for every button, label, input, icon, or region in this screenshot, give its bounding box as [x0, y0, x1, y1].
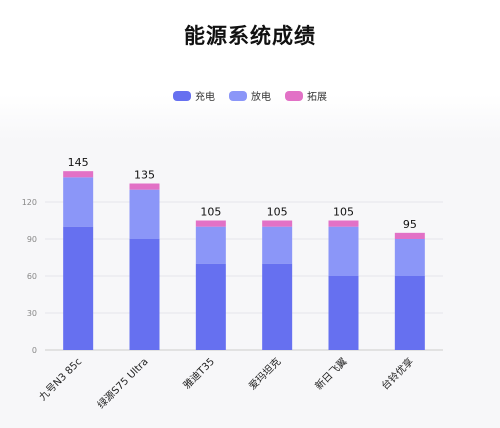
bar-1-4 [262, 263, 293, 350]
legend-swatch-charge [173, 90, 191, 101]
legend-label-extension: 拓展 [307, 92, 327, 103]
bar-1-3 [195, 263, 226, 350]
chart-title: 能源系统成绩 [184, 24, 316, 48]
bar-2-1 [63, 177, 94, 227]
bar-1-2 [129, 239, 160, 350]
total-label-3: 105 [200, 206, 221, 219]
bar-3-2 [129, 183, 160, 190]
x-tick-label-3: 雅迪T35 [180, 355, 217, 392]
legend-swatch-extension [285, 90, 303, 101]
total-label-1: 145 [68, 156, 89, 169]
total-label-5: 105 [333, 206, 354, 219]
x-tick-label-1: 九号N3 85c [37, 356, 85, 404]
y-tick-label-0: 0 [32, 346, 37, 355]
bar-3-5 [328, 220, 359, 227]
legend-item-charge[interactable]: 充电 [173, 88, 215, 103]
bar-2-2 [129, 189, 160, 239]
legend-label-charge: 充电 [195, 92, 215, 103]
legend-swatch-discharge [229, 90, 247, 101]
x-tick-label-5: 新日飞翼 [312, 355, 349, 392]
total-label-2: 135 [134, 169, 155, 182]
x-tick-label-2: 绿源S75 Ultra [94, 355, 150, 411]
legend-item-discharge[interactable]: 放电 [229, 88, 271, 103]
bar-1-6 [394, 276, 425, 350]
x-tick-label-4: 爱玛坦克 [246, 355, 283, 392]
bar-1-5 [328, 276, 359, 350]
legend-label-discharge: 放电 [251, 92, 271, 103]
y-tick-label-60: 60 [27, 272, 37, 281]
y-tick-label-90: 90 [27, 235, 37, 244]
legend-item-extension[interactable]: 拓展 [285, 88, 327, 103]
bar-1-1 [63, 226, 94, 350]
bar-2-4 [262, 226, 293, 264]
bar-3-1 [63, 171, 94, 178]
chart-legend: 充电 放电 拓展 [0, 88, 500, 103]
bar-2-6 [394, 239, 425, 276]
x-tick-label-6: 台铃优享 [378, 355, 415, 392]
bar-3-6 [394, 232, 425, 239]
bar-2-5 [328, 226, 359, 276]
y-tick-label-120: 120 [22, 198, 37, 207]
bar-3-3 [195, 220, 226, 227]
bar-3-4 [262, 220, 293, 227]
bar-2-3 [195, 226, 226, 264]
y-tick-label-30: 30 [27, 309, 37, 318]
total-label-6: 95 [403, 218, 417, 231]
total-label-4: 105 [267, 206, 288, 219]
